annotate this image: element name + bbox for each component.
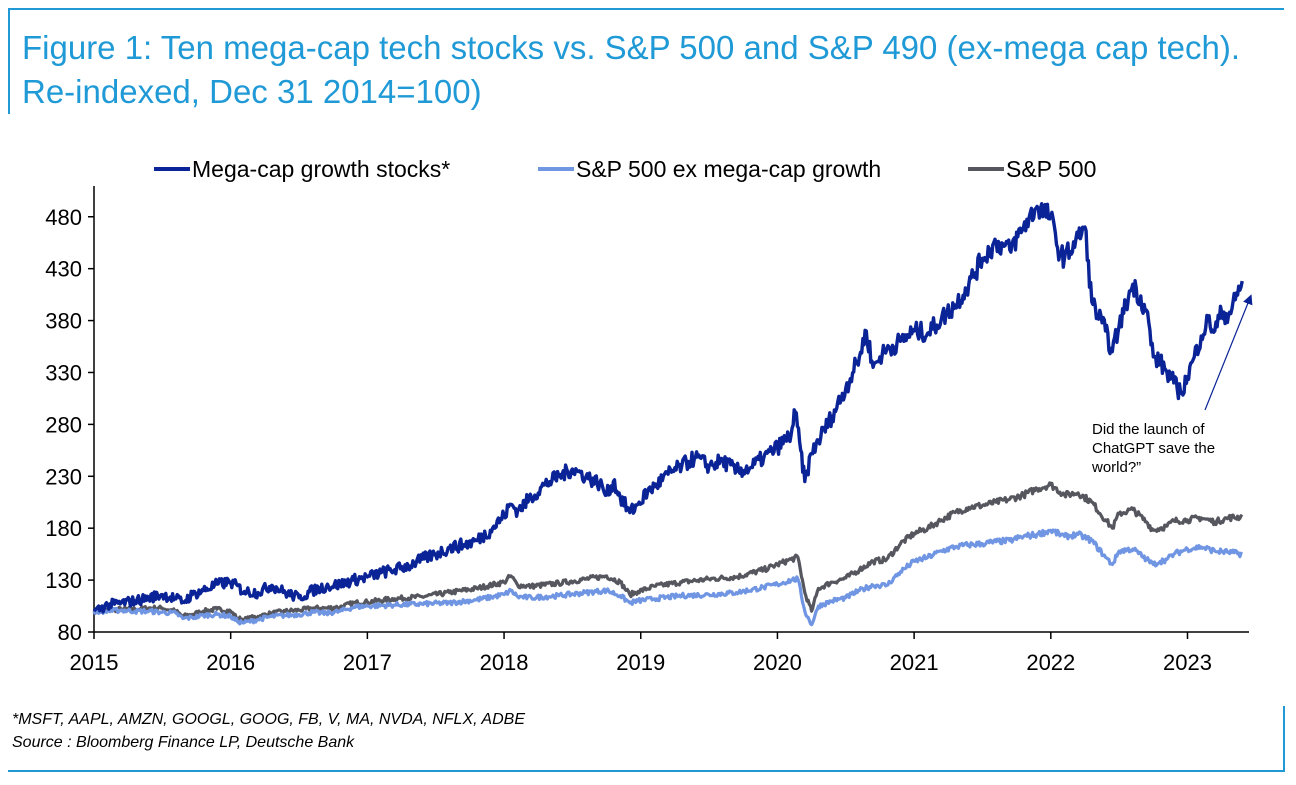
x-tick-label: 2019 <box>616 650 665 675</box>
y-tick-label: 430 <box>45 257 82 282</box>
legend-label-ex-mega-cap: S&P 500 ex mega-cap growth <box>576 155 882 182</box>
frame-bottom-border <box>8 770 1285 772</box>
series-line-sp500 <box>92 481 1244 624</box>
annotation-text-line: ChatGPT save the <box>1092 440 1215 457</box>
x-tick-label: 2022 <box>1026 650 1075 675</box>
chart-annotation: Did the launch of ChatGPT save the world?” <box>1091 294 1253 476</box>
footnote-source: Source : Bloomberg Finance LP, Deutsche … <box>12 734 355 751</box>
legend-label-mega-cap: Mega-cap growth stocks* <box>192 155 451 182</box>
frame-left-border <box>8 8 10 114</box>
legend-label-sp500: S&P 500 <box>1006 155 1097 182</box>
x-tick-label: 2020 <box>753 650 802 675</box>
legend-swatch-sp500 <box>968 167 1004 171</box>
y-tick-label: 280 <box>45 412 82 437</box>
annotation-arrow <box>1204 294 1253 411</box>
legend-swatch-ex-mega-cap <box>538 167 574 171</box>
y-tick-label: 480 <box>45 205 82 230</box>
y-tick-label: 330 <box>45 360 82 385</box>
y-tick-label: 180 <box>45 516 82 541</box>
x-tick-label: 2017 <box>343 650 392 675</box>
figure-title: Figure 1: Ten mega-cap tech stocks vs. S… <box>22 29 1241 110</box>
footnote-tickers: *MSFT, AAPL, AMZN, GOOGL, GOOG, FB, V, M… <box>12 711 525 728</box>
x-tick-label: 2021 <box>890 650 939 675</box>
annotation-text-line: world?” <box>1091 459 1141 476</box>
x-tick-label: 2018 <box>480 650 529 675</box>
frame-top-border <box>8 8 1284 10</box>
y-tick-label: 380 <box>45 309 82 334</box>
x-tick-label: 2015 <box>70 650 119 675</box>
chart-legend: Mega-cap growth stocks* S&P 500 ex mega-… <box>150 152 1250 186</box>
legend-swatch-mega-cap <box>154 167 190 171</box>
legend-item-sp500: S&P 500 <box>968 152 1096 186</box>
annotation-text-line: Did the launch of <box>1092 421 1205 438</box>
series-line-ex-mega-cap <box>92 528 1244 627</box>
legend-item-mega-cap: Mega-cap growth stocks* <box>154 152 450 186</box>
y-tick-label: 130 <box>45 568 82 593</box>
x-tick-label: 2023 <box>1163 650 1212 675</box>
y-tick-label: 230 <box>45 464 82 489</box>
footnote: *MSFT, AAPL, AMZN, GOOGL, GOOG, FB, V, M… <box>12 708 525 754</box>
series-line-mega-cap <box>92 202 1244 614</box>
legend-item-ex-mega-cap: S&P 500 ex mega-cap growth <box>538 152 881 186</box>
chart-series <box>92 202 1244 627</box>
chart-axes: 80 130 180 230 280 330 380 430 480 2015 2016 2017 20… <box>45 186 1249 675</box>
y-tick-label: 80 <box>58 620 82 645</box>
x-tick-label: 2016 <box>206 650 255 675</box>
frame-right-border <box>1283 706 1285 771</box>
